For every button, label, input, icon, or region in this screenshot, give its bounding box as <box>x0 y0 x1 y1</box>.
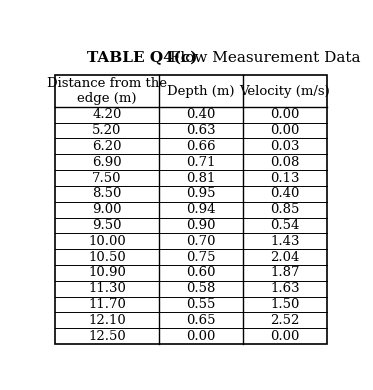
Text: 0.40: 0.40 <box>186 108 215 121</box>
Text: 11.70: 11.70 <box>88 298 126 311</box>
Text: 0.94: 0.94 <box>186 203 216 216</box>
Text: 0.13: 0.13 <box>270 172 300 184</box>
Text: 0.08: 0.08 <box>270 156 300 169</box>
Text: Flow Measurement Data: Flow Measurement Data <box>165 51 361 65</box>
Text: 0.75: 0.75 <box>186 251 216 264</box>
Text: TABLE Q4(c): TABLE Q4(c) <box>87 51 197 66</box>
Text: 0.90: 0.90 <box>186 219 216 232</box>
Text: 0.71: 0.71 <box>186 156 216 169</box>
Text: 1.43: 1.43 <box>270 235 300 248</box>
Text: Depth (m): Depth (m) <box>167 85 234 98</box>
Text: 10.50: 10.50 <box>88 251 126 264</box>
Text: Distance from the
edge (m): Distance from the edge (m) <box>47 77 167 105</box>
Text: 0.40: 0.40 <box>270 187 300 200</box>
Text: 1.50: 1.50 <box>270 298 300 311</box>
Text: 7.50: 7.50 <box>92 172 122 184</box>
Text: 0.63: 0.63 <box>186 124 216 137</box>
Text: 1.63: 1.63 <box>270 282 300 295</box>
Text: 0.60: 0.60 <box>186 266 216 279</box>
Text: 0.65: 0.65 <box>186 314 216 327</box>
Text: 5.20: 5.20 <box>92 124 122 137</box>
Text: 0.95: 0.95 <box>186 187 216 200</box>
Text: 6.90: 6.90 <box>92 156 122 169</box>
Text: 0.81: 0.81 <box>186 172 215 184</box>
Text: 2.52: 2.52 <box>270 314 300 327</box>
Text: 9.50: 9.50 <box>92 219 122 232</box>
Text: 12.50: 12.50 <box>88 330 126 343</box>
Text: 0.70: 0.70 <box>186 235 216 248</box>
Text: 0.58: 0.58 <box>186 282 215 295</box>
Text: 11.30: 11.30 <box>88 282 126 295</box>
Text: 0.54: 0.54 <box>270 219 300 232</box>
Text: 0.55: 0.55 <box>186 298 215 311</box>
Text: 10.90: 10.90 <box>88 266 126 279</box>
Text: 0.00: 0.00 <box>270 108 300 121</box>
Text: 0.03: 0.03 <box>270 140 300 153</box>
Text: Velocity (m/s): Velocity (m/s) <box>239 85 330 98</box>
Text: 2.04: 2.04 <box>270 251 300 264</box>
Text: 8.50: 8.50 <box>92 187 122 200</box>
Text: 9.00: 9.00 <box>92 203 122 216</box>
Text: 0.00: 0.00 <box>270 330 300 343</box>
Text: 0.00: 0.00 <box>270 124 300 137</box>
Text: 12.10: 12.10 <box>88 314 126 327</box>
Text: 10.00: 10.00 <box>88 235 126 248</box>
Text: 0.00: 0.00 <box>186 330 215 343</box>
Text: 6.20: 6.20 <box>92 140 122 153</box>
Text: 1.87: 1.87 <box>270 266 300 279</box>
Text: 0.85: 0.85 <box>270 203 300 216</box>
Text: 0.66: 0.66 <box>186 140 216 153</box>
Text: 4.20: 4.20 <box>92 108 122 121</box>
